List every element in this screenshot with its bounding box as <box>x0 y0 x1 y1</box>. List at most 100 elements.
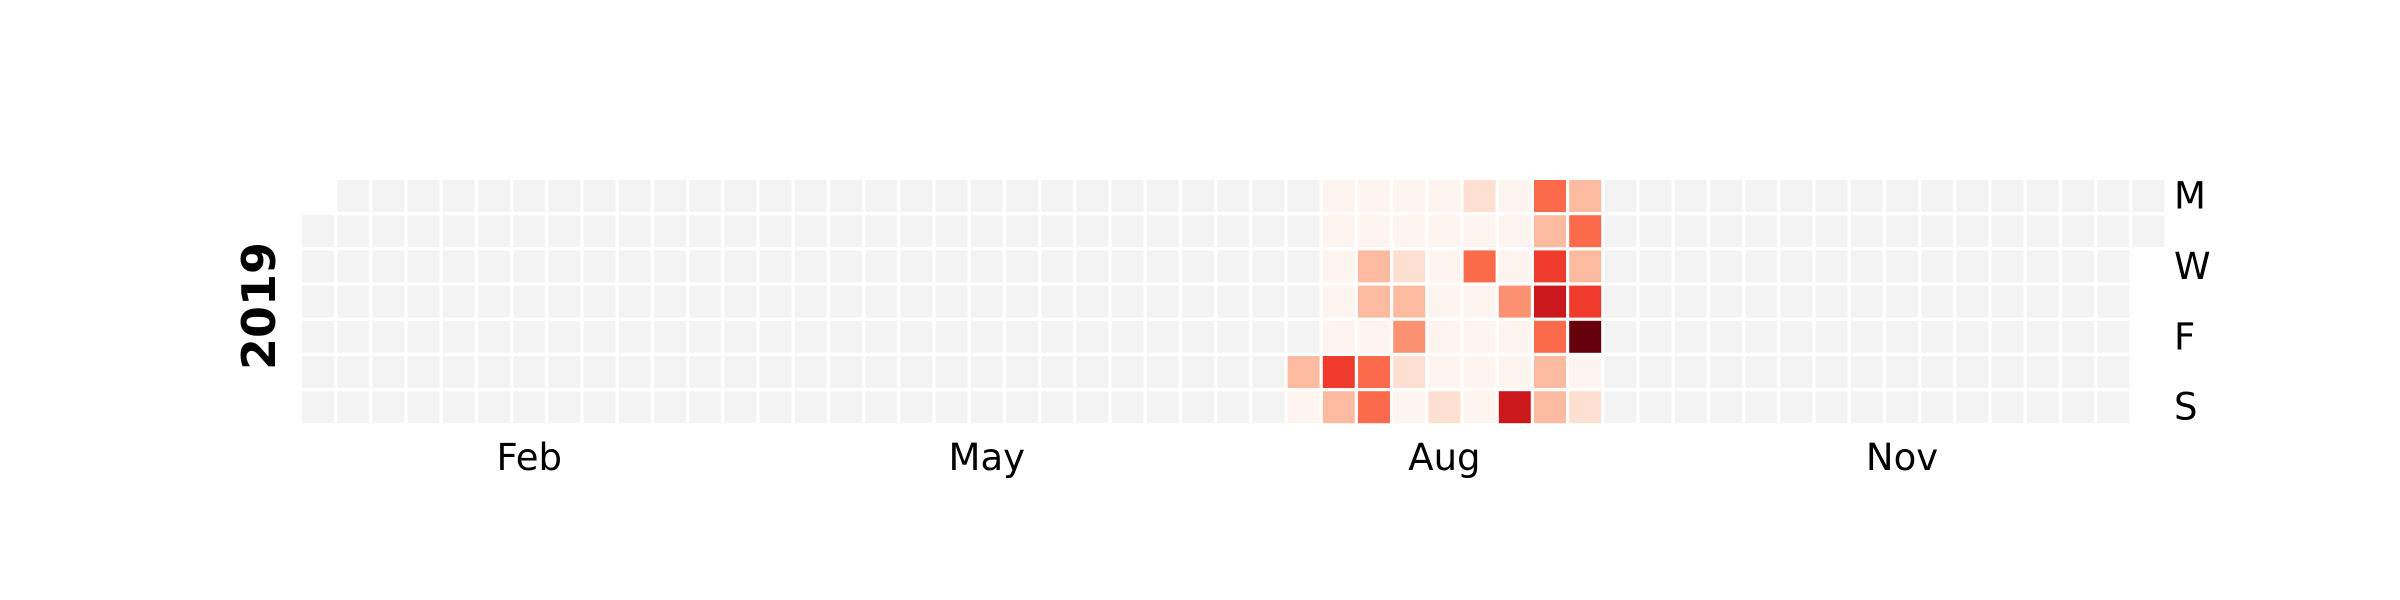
heatmap-cell <box>1182 391 1214 424</box>
heatmap-cell <box>478 285 510 318</box>
heatmap-cell <box>1780 180 1813 212</box>
heatmap-cell <box>407 285 440 318</box>
heatmap-cell <box>1991 180 2024 212</box>
heatmap-cell <box>302 215 334 248</box>
heatmap-cell <box>1710 180 1742 212</box>
heatmap-cell <box>759 391 792 424</box>
heatmap-cell <box>689 285 722 318</box>
heatmap-cell <box>1710 215 1742 248</box>
heatmap-cell <box>1428 356 1461 388</box>
day-tick-label: S <box>2174 386 2198 429</box>
heatmap-cell <box>548 320 581 353</box>
heatmap-cell <box>1182 285 1214 318</box>
heatmap-cell <box>900 250 933 283</box>
heatmap-cell <box>1745 391 1778 424</box>
heatmap-cell <box>1604 215 1637 248</box>
heatmap-cell <box>1252 356 1285 388</box>
heatmap-cell <box>1815 250 1848 283</box>
heatmap-cell <box>1534 391 1566 424</box>
heatmap-cell <box>1393 250 1426 283</box>
heatmap-cell <box>1886 215 1918 248</box>
heatmap-cell <box>724 180 757 212</box>
heatmap-cell <box>1111 215 1144 248</box>
heatmap-cell <box>1991 250 2024 283</box>
heatmap-cell <box>1428 215 1461 248</box>
heatmap-cell <box>548 356 581 388</box>
heatmap-cell <box>1956 320 1989 353</box>
heatmap-cell <box>1146 356 1179 388</box>
heatmap-cell <box>2062 356 2094 388</box>
heatmap-cell <box>302 285 334 318</box>
heatmap-cells <box>302 180 2165 424</box>
heatmap-cell <box>1921 250 1954 283</box>
heatmap-cell <box>1639 356 1672 388</box>
heatmap-cell <box>1041 250 1074 283</box>
heatmap-cell <box>372 320 405 353</box>
heatmap-cell <box>865 356 898 388</box>
heatmap-cell <box>1710 320 1742 353</box>
heatmap-cell <box>513 356 546 388</box>
heatmap-cell <box>865 320 898 353</box>
heatmap-cell <box>1358 320 1390 353</box>
heatmap-cell <box>1111 285 1144 318</box>
heatmap-cell <box>1569 250 1602 283</box>
heatmap-cell <box>1358 180 1390 212</box>
heatmap-cell <box>1534 180 1566 212</box>
year-label: 2019 <box>232 242 286 370</box>
heatmap-cell <box>1041 215 1074 248</box>
heatmap-cell <box>1358 391 1390 424</box>
heatmap-cell <box>1252 250 1285 283</box>
heatmap-cell <box>1991 215 2024 248</box>
heatmap-cell <box>1956 285 1989 318</box>
month-tick-label: May <box>949 436 1026 479</box>
heatmap-cell <box>1956 250 1989 283</box>
heatmap-cell <box>302 391 334 424</box>
heatmap-cell <box>1710 250 1742 283</box>
heatmap-cell <box>794 250 827 283</box>
heatmap-cell <box>1006 356 1038 388</box>
heatmap-cell <box>654 250 686 283</box>
heatmap-cell <box>1111 320 1144 353</box>
heatmap-cell <box>865 215 898 248</box>
heatmap-cell <box>513 391 546 424</box>
heatmap-cell <box>407 250 440 283</box>
heatmap-cell <box>548 285 581 318</box>
heatmap-cell <box>1815 285 1848 318</box>
heatmap-cell <box>1780 320 1813 353</box>
heatmap-cell <box>1146 180 1179 212</box>
heatmap-cell <box>1252 285 1285 318</box>
heatmap-cell <box>1780 285 1813 318</box>
heatmap-cell <box>1006 180 1038 212</box>
heatmap-cell <box>1111 250 1144 283</box>
heatmap-cell <box>1886 250 1918 283</box>
heatmap-cell <box>900 180 933 212</box>
heatmap-cell <box>618 356 651 388</box>
heatmap-cell <box>935 180 968 212</box>
heatmap-cell <box>1921 180 1954 212</box>
heatmap-cell <box>1534 215 1566 248</box>
heatmap-cell <box>1041 180 1074 212</box>
heatmap-cell <box>1534 285 1566 318</box>
heatmap-cell <box>1745 356 1778 388</box>
heatmap-cell <box>1217 215 1250 248</box>
heatmap-cell <box>689 215 722 248</box>
heatmap-cell <box>1428 320 1461 353</box>
heatmap-cell <box>1674 285 1707 318</box>
heatmap-cell <box>1182 356 1214 388</box>
heatmap-cell <box>1569 391 1602 424</box>
heatmap-cell <box>689 180 722 212</box>
heatmap-cell <box>337 215 370 248</box>
heatmap-cell <box>1358 356 1390 388</box>
heatmap-cell <box>1111 180 1144 212</box>
heatmap-cell <box>1358 215 1390 248</box>
heatmap-cell <box>1850 285 1883 318</box>
heatmap-cell <box>1393 285 1426 318</box>
heatmap-cell <box>1604 320 1637 353</box>
heatmap-cell <box>1850 391 1883 424</box>
heatmap-cell <box>1991 285 2024 318</box>
heatmap-cell <box>1639 285 1672 318</box>
heatmap-cell <box>407 391 440 424</box>
heatmap-cell <box>1076 180 1109 212</box>
heatmap-cell <box>935 285 968 318</box>
heatmap-cell <box>2097 285 2130 318</box>
